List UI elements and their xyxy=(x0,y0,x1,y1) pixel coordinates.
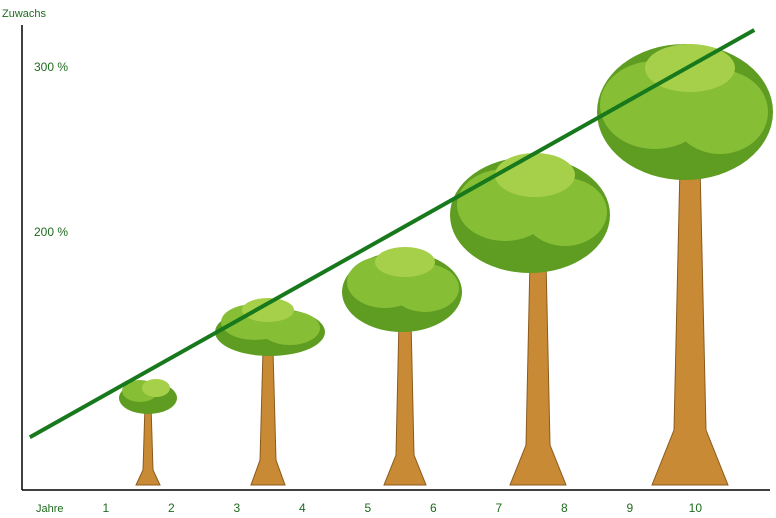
tree xyxy=(342,247,462,486)
x-axis-label: Jahre xyxy=(36,503,64,515)
x-tick-label: 1 xyxy=(102,501,109,515)
tree xyxy=(450,153,610,486)
trend-line xyxy=(28,28,756,439)
x-tick-label: 9 xyxy=(626,501,633,515)
x-tick-label: 8 xyxy=(561,501,568,515)
x-tick-label: 2 xyxy=(168,501,175,515)
tree-illustrations xyxy=(119,44,773,486)
x-tick-label: 5 xyxy=(364,501,371,515)
x-tick-label: 3 xyxy=(233,501,240,515)
y-tick-label: 200 % xyxy=(34,225,68,239)
tree xyxy=(215,298,325,486)
y-tick-label: 300 % xyxy=(34,60,68,74)
x-tick-label: 6 xyxy=(430,501,437,515)
x-tick-label: 4 xyxy=(299,501,306,515)
x-tick-label: 7 xyxy=(495,501,502,515)
tree xyxy=(597,44,773,486)
tree xyxy=(119,379,177,486)
x-tick-label: 10 xyxy=(689,501,703,515)
y-axis-label: Zuwachs xyxy=(2,8,47,20)
